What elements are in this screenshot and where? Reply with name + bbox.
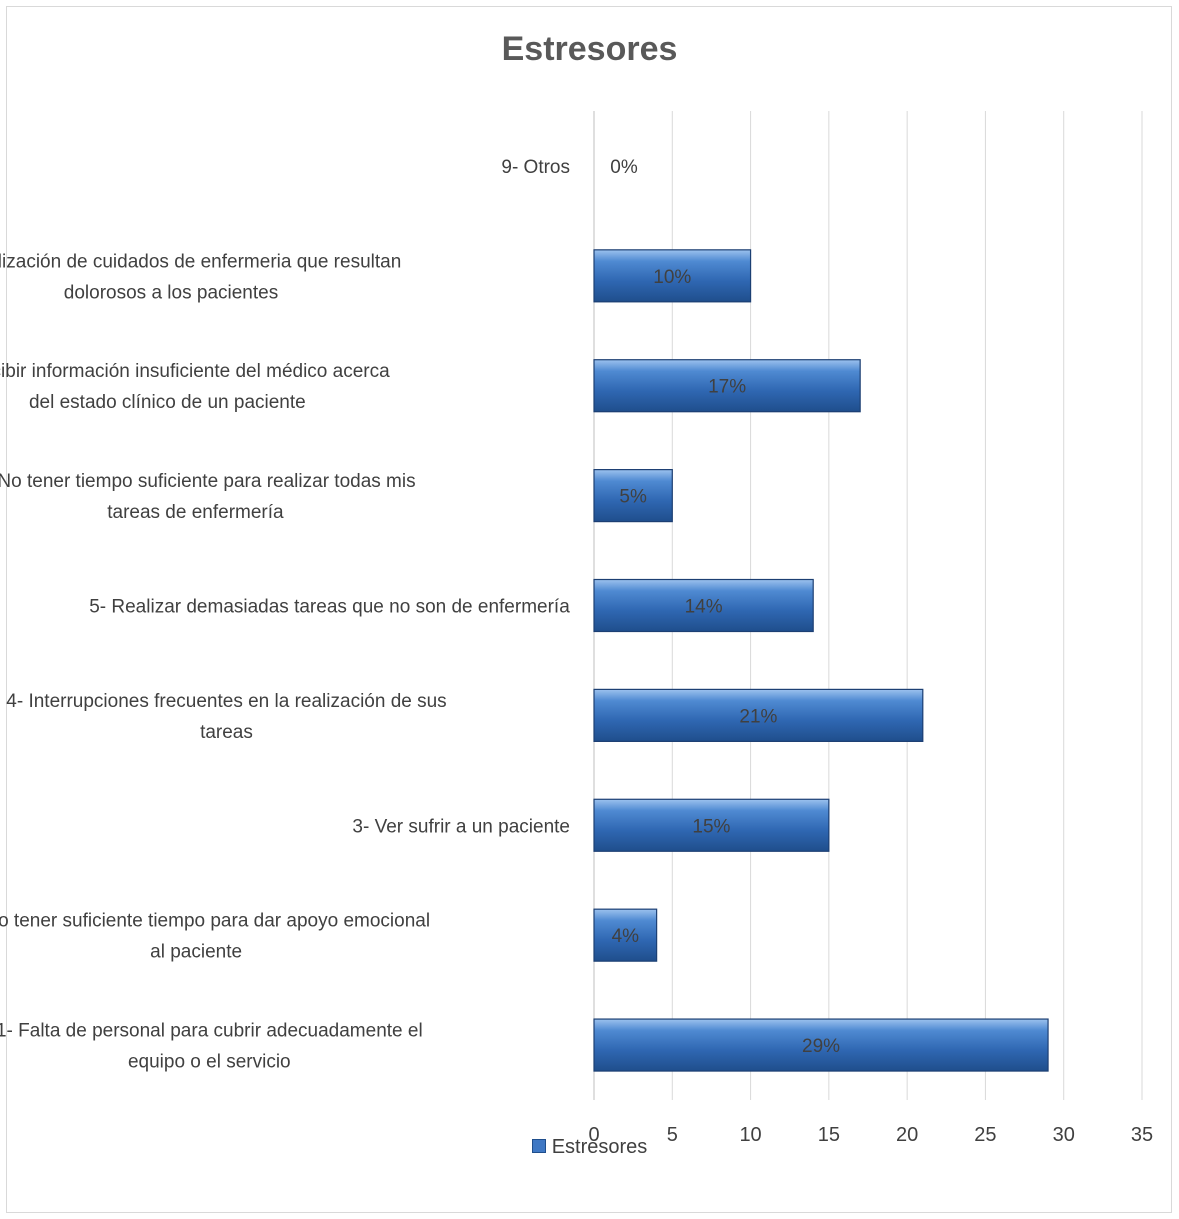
bar xyxy=(593,249,752,303)
bars: 0% 10% 17% 5% 14% 21% 15% 4% 29% xyxy=(593,157,1049,1072)
chart-frame xyxy=(6,6,1172,1213)
category-label: 1- Falta de personal para cubrir adecuad… xyxy=(0,1021,423,1073)
data-label: 0% xyxy=(610,157,638,178)
x-tick-label: 5 xyxy=(667,1124,678,1146)
bar xyxy=(593,578,814,633)
bar xyxy=(593,469,673,523)
category-label: 9- Otros xyxy=(501,157,570,178)
data-label: 29% xyxy=(802,1036,840,1057)
category-label: 2- No tener suficiente tiempo para dar a… xyxy=(0,911,430,963)
chart-title: Estresores xyxy=(501,30,678,68)
category-label: 4- Interrupciones frecuentes en la reali… xyxy=(6,691,446,743)
data-label: 14% xyxy=(685,597,723,618)
legend-label: Estresores xyxy=(551,1136,648,1158)
legend-swatch xyxy=(531,1138,546,1153)
category-label: 5- Realizar demasiadas tareas que no son… xyxy=(89,597,570,618)
category-label: 7- Recibir información insuficiente del … xyxy=(0,361,390,413)
x-tick-label: 20 xyxy=(896,1124,918,1146)
x-tick-label: 35 xyxy=(1131,1124,1153,1146)
x-tick-label: 0 xyxy=(588,1124,599,1146)
x-axis-ticks: 0 5 10 15 20 25 30 35 xyxy=(588,1124,1153,1146)
x-tick-label: 30 xyxy=(1053,1124,1075,1146)
bar xyxy=(593,1018,1049,1072)
data-label: 17% xyxy=(708,377,746,398)
data-label: 15% xyxy=(692,816,730,837)
data-label: 10% xyxy=(653,267,691,288)
category-label: 8- Realización de cuidados de enfermeria… xyxy=(0,251,401,303)
category-labels: 9- Otros 8- Realización de cuidados de en… xyxy=(0,157,570,1073)
bar xyxy=(593,359,861,413)
data-label: 5% xyxy=(619,487,647,508)
bar xyxy=(593,908,658,962)
category-label: 6- No tener tiempo suficiente para reali… xyxy=(0,471,416,523)
x-tick-label: 25 xyxy=(974,1124,996,1146)
x-tick-label: 10 xyxy=(739,1124,761,1146)
data-label: 21% xyxy=(739,706,777,727)
bar xyxy=(593,688,924,742)
x-tick-label: 15 xyxy=(818,1124,840,1146)
data-label: 4% xyxy=(612,926,640,947)
category-label: 3- Ver sufrir a un paciente xyxy=(352,816,570,837)
legend: Estresores xyxy=(0,1136,1179,1159)
bar xyxy=(593,798,830,852)
